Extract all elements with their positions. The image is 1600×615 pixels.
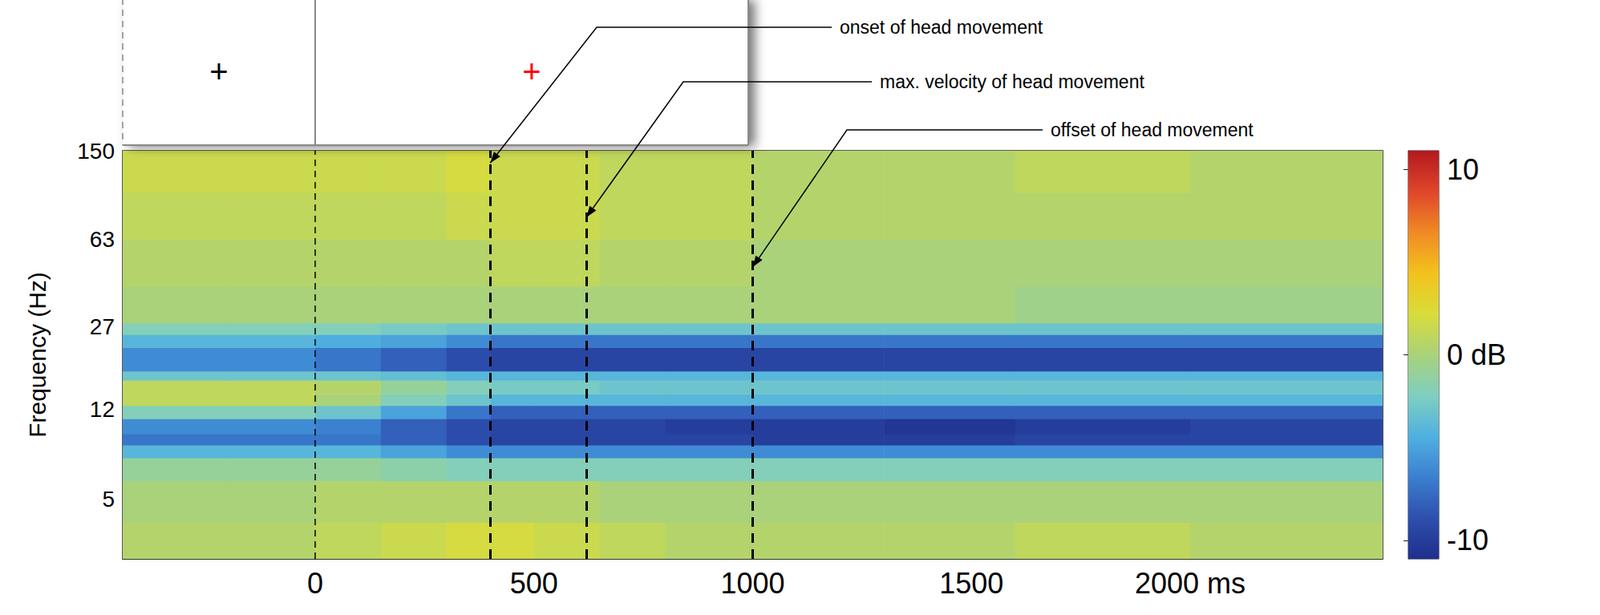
- svg-text:Frequency (Hz): Frequency (Hz): [24, 271, 51, 438]
- svg-text:0: 0: [307, 567, 324, 600]
- svg-text:-10: -10: [1446, 523, 1489, 557]
- svg-text:5: 5: [101, 486, 115, 512]
- svg-text:max. velocity of head movement: max. velocity of head movement: [879, 71, 1145, 93]
- svg-text:+: +: [209, 53, 228, 90]
- svg-text:+: +: [522, 53, 541, 90]
- svg-text:onset of head movement: onset of head movement: [839, 16, 1044, 38]
- svg-text:2000 ms: 2000 ms: [1134, 567, 1246, 600]
- svg-text:150: 150: [76, 138, 115, 164]
- svg-text:1000: 1000: [720, 567, 785, 600]
- svg-text:27: 27: [89, 314, 115, 340]
- svg-text:1500: 1500: [939, 567, 1004, 600]
- svg-text:10: 10: [1446, 153, 1479, 187]
- svg-text:offset of head movement: offset of head movement: [1050, 119, 1254, 141]
- svg-text:63: 63: [89, 226, 115, 252]
- svg-text:0 dB: 0 dB: [1446, 338, 1507, 372]
- svg-text:500: 500: [510, 567, 559, 600]
- svg-text:12: 12: [89, 396, 115, 422]
